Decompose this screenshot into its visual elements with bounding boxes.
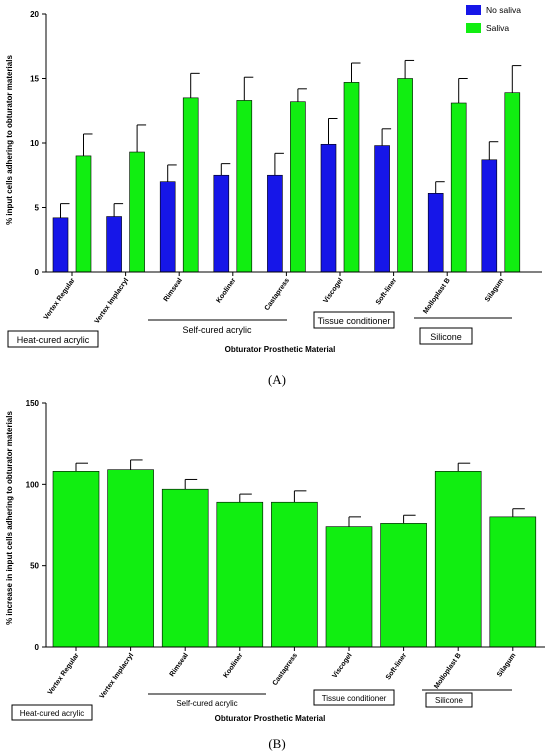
legend-label-no-saliva: No saliva: [486, 5, 521, 15]
group-label-tissue-conditioner-b: Tissue conditioner: [322, 694, 387, 703]
xtick-label-rimseal: Rimseal: [169, 652, 190, 678]
bar-rimseal-saliva: [182, 97, 199, 273]
group-label-tissue-conditioner: Tissue conditioner: [318, 316, 391, 326]
bar-kooliner: [216, 501, 264, 648]
ytick-label: 150: [26, 399, 40, 408]
xtick-label-castapress: Castapress: [272, 652, 299, 687]
xtick-label-viscogel: Viscogel: [331, 652, 353, 680]
group-box-tissue-conditioner-b: [313, 689, 395, 706]
chart-b: % increase in input cells adhering to ob…: [5, 399, 545, 751]
xtick-label-soft-liner: Soft-liner: [385, 652, 409, 681]
xtick-label-castapress: Castapress: [264, 277, 291, 312]
bar-soft-liner-saliva: [397, 78, 413, 273]
chart-a-xlabel: Obturator Prosthetic Material: [225, 345, 336, 354]
bar-kooliner-saliva: [236, 100, 253, 273]
ytick-label: 0: [35, 268, 40, 277]
xtick-label-molloplast-b: Molloplast B: [422, 277, 452, 315]
chart-b-yaxis: 0 50 100 150: [26, 399, 46, 652]
xtick-label-vertex-implacryl: Vertex Implacryl: [94, 277, 131, 325]
group-label-heat-cured: Heat-cured acrylic: [17, 335, 90, 345]
ytick-label: 0: [35, 643, 40, 652]
chart-b-xlabel: Obturator Prosthetic Material: [215, 714, 326, 723]
bar-vertex-implacryl-no-saliva: [106, 216, 122, 273]
bar-vertex-implacryl: [107, 469, 154, 648]
group-label-self-cured-b: Self-cured acrylic: [176, 699, 237, 708]
group-label-heat-cured-b: Heat-cured acrylic: [20, 709, 84, 718]
chart-b-bars: [52, 469, 537, 648]
bar-vertex-implacryl-saliva: [129, 151, 145, 273]
bar-vertex-regular: [52, 471, 100, 648]
bar-molloplast-b: [434, 471, 482, 648]
group-box-tissue-conditioner: [313, 311, 395, 329]
bar-soft-liner-no-saliva: [374, 145, 390, 273]
xtick-label-vertex-implacryl: Vertex Implacryl: [99, 652, 136, 700]
chart-b-ylabel: % increase in input cells adhering to ob…: [5, 411, 14, 625]
xtick-label-rimseal: Rimseal: [163, 277, 184, 303]
bar-rimseal-no-saliva: [159, 181, 176, 273]
chart-a-xaxis: Vertex Regular Vertex Implacryl Rimseal Koo…: [43, 272, 505, 325]
bar-silagum-saliva: [504, 92, 521, 273]
bar-silagum: [489, 516, 537, 648]
ytick-label: 20: [30, 10, 39, 19]
bar-castapress-saliva: [290, 101, 306, 273]
group-box-heat-cured-b: [11, 704, 93, 721]
group-label-self-cured: Self-cured acrylic: [182, 325, 252, 335]
bar-castapress-no-saliva: [267, 174, 283, 273]
ytick-label: 100: [26, 480, 40, 489]
legend-swatch-no-saliva: [466, 5, 481, 15]
legend-label-saliva: Saliva: [486, 23, 509, 33]
chart-a: % input cells adhering to obturator mate…: [5, 5, 542, 387]
chart-b-xaxis: Vertex Regular Vertex Implacryl Rimseal Koo…: [47, 647, 517, 700]
ytick-label: 15: [30, 75, 39, 84]
chart-a-yaxis: 0 5 10 15 20: [30, 10, 46, 277]
xtick-label-molloplast-b: Molloplast B: [433, 652, 463, 690]
bar-castapress: [271, 501, 318, 648]
group-label-silicone: Silicone: [430, 332, 462, 342]
xtick-label-kooliner: Kooliner: [215, 277, 237, 304]
ytick-label: 50: [30, 562, 39, 571]
bar-kooliner-no-saliva: [213, 174, 230, 273]
panel-label-b: (B): [268, 736, 285, 751]
chart-a-bars: [52, 78, 521, 273]
chart-a-ylabel: % input cells adhering to obturator mate…: [5, 55, 14, 225]
xtick-label-vertex-regular: Vertex Regular: [47, 652, 81, 696]
panel-label-a: (A): [268, 372, 286, 387]
bar-molloplast-b-saliva: [450, 102, 467, 273]
bar-viscogel-no-saliva: [320, 143, 337, 273]
group-label-silicone-b: Silicone: [435, 696, 464, 705]
bar-viscogel-saliva: [343, 82, 360, 273]
ytick-label: 5: [35, 204, 40, 213]
bar-vertex-regular-no-saliva: [52, 217, 69, 273]
bar-rimseal: [161, 488, 209, 648]
group-box-silicone: [419, 327, 473, 345]
bar-soft-liner: [380, 523, 427, 648]
xtick-label-silagum: Silagum: [496, 652, 517, 678]
bar-molloplast-b-no-saliva: [427, 193, 444, 273]
bar-viscogel: [325, 526, 373, 648]
xtick-label-silagum: Silagum: [484, 277, 505, 303]
xtick-label-soft-liner: Soft-liner: [375, 277, 399, 306]
xtick-label-kooliner: Kooliner: [222, 652, 244, 679]
group-box-heat-cured: [7, 330, 99, 348]
chart-a-error-bars: [60, 59, 522, 218]
legend-swatch-saliva: [466, 23, 481, 33]
bar-silagum-no-saliva: [481, 159, 498, 273]
xtick-label-vertex-regular: Vertex Regular: [43, 277, 77, 321]
xtick-label-viscogel: Viscogel: [322, 277, 344, 305]
ytick-label: 10: [30, 139, 39, 148]
chart-b-error-bars: [75, 459, 525, 527]
bar-vertex-regular-saliva: [75, 155, 92, 273]
chart-a-legend: No saliva Saliva: [466, 5, 521, 33]
group-box-silicone-b: [425, 692, 473, 708]
